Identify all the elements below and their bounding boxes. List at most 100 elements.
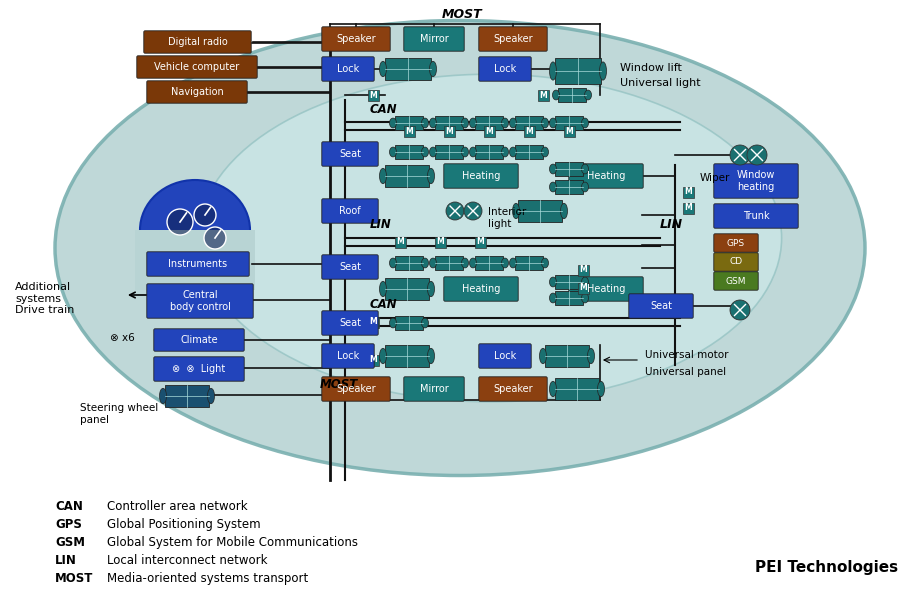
Text: GPS: GPS <box>727 238 745 247</box>
Bar <box>435 116 463 130</box>
Bar <box>395 145 423 159</box>
Ellipse shape <box>428 281 434 297</box>
Bar <box>545 345 589 367</box>
FancyBboxPatch shape <box>322 27 390 51</box>
Text: Lock: Lock <box>494 64 516 74</box>
Ellipse shape <box>587 348 595 363</box>
Ellipse shape <box>469 118 477 128</box>
Text: LIN: LIN <box>370 218 392 231</box>
Bar <box>165 385 209 407</box>
FancyBboxPatch shape <box>569 277 644 301</box>
Text: Wiper: Wiper <box>700 173 730 183</box>
Bar <box>395 116 423 130</box>
Text: GPS: GPS <box>55 518 82 531</box>
Text: Global Positioning System: Global Positioning System <box>107 518 261 531</box>
Text: Mirror: Mirror <box>420 34 448 44</box>
FancyBboxPatch shape <box>322 311 378 335</box>
Text: Speaker: Speaker <box>493 34 533 44</box>
Ellipse shape <box>510 258 516 268</box>
Bar <box>577 264 588 276</box>
Ellipse shape <box>380 281 386 297</box>
Bar <box>515 256 543 270</box>
Text: CAN: CAN <box>370 103 397 116</box>
FancyBboxPatch shape <box>144 31 251 53</box>
FancyBboxPatch shape <box>404 27 464 51</box>
FancyBboxPatch shape <box>147 81 247 103</box>
Ellipse shape <box>582 118 588 128</box>
Text: Seat: Seat <box>339 262 361 272</box>
Bar <box>368 355 379 365</box>
FancyBboxPatch shape <box>479 57 531 81</box>
Ellipse shape <box>541 118 549 128</box>
Ellipse shape <box>550 277 557 287</box>
Ellipse shape <box>550 164 557 174</box>
Text: Heating: Heating <box>462 284 501 294</box>
Circle shape <box>194 204 216 226</box>
Text: M: M <box>579 266 587 274</box>
Bar <box>475 237 486 247</box>
Ellipse shape <box>421 147 429 157</box>
Bar <box>538 90 549 100</box>
Text: M: M <box>436 238 443 247</box>
Text: Lock: Lock <box>494 351 516 361</box>
Text: Heating: Heating <box>586 171 625 181</box>
Bar <box>435 256 463 270</box>
Ellipse shape <box>582 182 588 192</box>
Bar <box>395 316 423 330</box>
FancyBboxPatch shape <box>479 377 547 401</box>
Text: M: M <box>539 90 547 100</box>
Bar <box>518 200 562 222</box>
Ellipse shape <box>380 348 386 363</box>
Text: M: M <box>445 126 453 136</box>
Text: GSM: GSM <box>55 536 85 549</box>
Text: Speaker: Speaker <box>493 384 533 394</box>
Text: MOST: MOST <box>55 572 93 585</box>
Bar <box>385 278 429 300</box>
Ellipse shape <box>552 90 560 100</box>
Ellipse shape <box>428 168 434 183</box>
Circle shape <box>204 227 226 249</box>
Bar <box>475 116 503 130</box>
FancyBboxPatch shape <box>322 57 374 81</box>
FancyBboxPatch shape <box>443 164 518 188</box>
Bar <box>555 58 601 84</box>
Text: Instruments: Instruments <box>169 259 228 269</box>
Bar <box>435 145 463 159</box>
Text: M: M <box>476 238 484 247</box>
Circle shape <box>464 202 482 220</box>
FancyBboxPatch shape <box>322 344 374 368</box>
Text: CAN: CAN <box>55 500 83 513</box>
Ellipse shape <box>513 204 519 219</box>
Ellipse shape <box>389 147 396 157</box>
Text: Climate: Climate <box>180 335 218 345</box>
Text: Controller area network: Controller area network <box>107 500 248 513</box>
Ellipse shape <box>430 61 436 77</box>
Text: Additional
systems
Drive train: Additional systems Drive train <box>15 282 75 315</box>
Ellipse shape <box>207 388 215 404</box>
FancyBboxPatch shape <box>629 294 693 318</box>
Bar <box>395 256 423 270</box>
Text: LIN: LIN <box>660 218 683 231</box>
Ellipse shape <box>389 318 396 328</box>
Ellipse shape <box>389 258 396 268</box>
Text: GSM: GSM <box>726 277 746 286</box>
Ellipse shape <box>430 118 436 128</box>
Bar <box>385 345 429 367</box>
Text: Universal light: Universal light <box>620 78 701 88</box>
Text: Heating: Heating <box>586 284 625 294</box>
Text: ⊗  ⊗  Light: ⊗ ⊗ Light <box>172 364 226 374</box>
Bar <box>555 275 583 289</box>
Text: MOST: MOST <box>442 8 482 21</box>
FancyBboxPatch shape <box>322 255 378 279</box>
Text: Steering wheel
panel: Steering wheel panel <box>80 403 159 425</box>
Ellipse shape <box>380 168 386 183</box>
Bar <box>385 165 429 187</box>
FancyBboxPatch shape <box>147 252 249 276</box>
Ellipse shape <box>502 147 509 157</box>
Ellipse shape <box>582 164 588 174</box>
Text: Seat: Seat <box>339 149 361 159</box>
Ellipse shape <box>502 258 509 268</box>
Text: Roof: Roof <box>339 206 361 216</box>
Text: Lock: Lock <box>337 351 360 361</box>
Text: Local interconnect network: Local interconnect network <box>107 554 267 567</box>
